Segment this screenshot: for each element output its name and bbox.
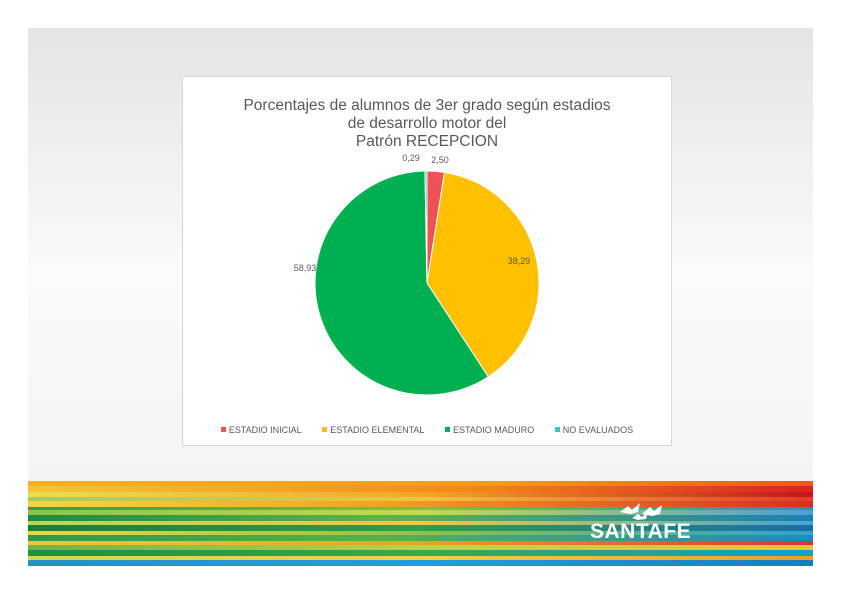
chart-title-line-3: Patrón RECEPCION <box>355 133 499 150</box>
chart-title: Porcentajes de alumnos de 3er grado segú… <box>183 97 671 151</box>
chart-title-line-2: de desarrollo motor del <box>347 115 507 132</box>
chart-legend: ESTADIO INICIAL ESTADIO ELEMENTAL ESTADI… <box>183 425 671 435</box>
santafe-logo: SANTAFE <box>590 500 700 550</box>
birds-icon <box>620 503 662 520</box>
logo-text: SANTAFE <box>590 520 692 543</box>
chart-title-line-1: Porcentajes de alumnos de 3er grado segú… <box>243 97 611 114</box>
legend-label-maduro: ESTADIO MADURO <box>452 425 535 435</box>
data-label-elemental: 38,29 <box>508 256 531 266</box>
legend-item-no-evaluados: NO EVALUADOS <box>554 425 634 435</box>
legend-swatch-maduro <box>444 427 450 432</box>
data-label-inicial: 2,50 <box>431 155 449 165</box>
footer-stripes <box>28 481 813 566</box>
data-label-maduro: 58,93 <box>294 263 317 273</box>
legend-item-maduro: ESTADIO MADURO <box>444 425 535 435</box>
chart-area: Porcentajes de alumnos de 3er grado segú… <box>182 76 672 446</box>
legend-swatch-no-evaluados <box>554 427 560 432</box>
legend-swatch-inicial <box>220 427 226 432</box>
data-label-no-evaluados: 0,29 <box>402 153 420 163</box>
pie-slice-maduro <box>314 170 489 396</box>
legend-label-no-evaluados: NO EVALUADOS <box>562 425 634 435</box>
legend-swatch-elemental <box>322 427 328 432</box>
pie-chart: 2,50 38,29 58,93 0,29 <box>294 153 540 396</box>
legend-item-elemental: ESTADIO ELEMENTAL <box>322 425 424 435</box>
pie-slice-no-evaluados <box>424 170 428 284</box>
legend-item-inicial: ESTADIO INICIAL <box>220 425 302 435</box>
legend-label-elemental: ESTADIO ELEMENTAL <box>330 425 425 435</box>
legend-label-inicial: ESTADIO INICIAL <box>228 425 302 435</box>
